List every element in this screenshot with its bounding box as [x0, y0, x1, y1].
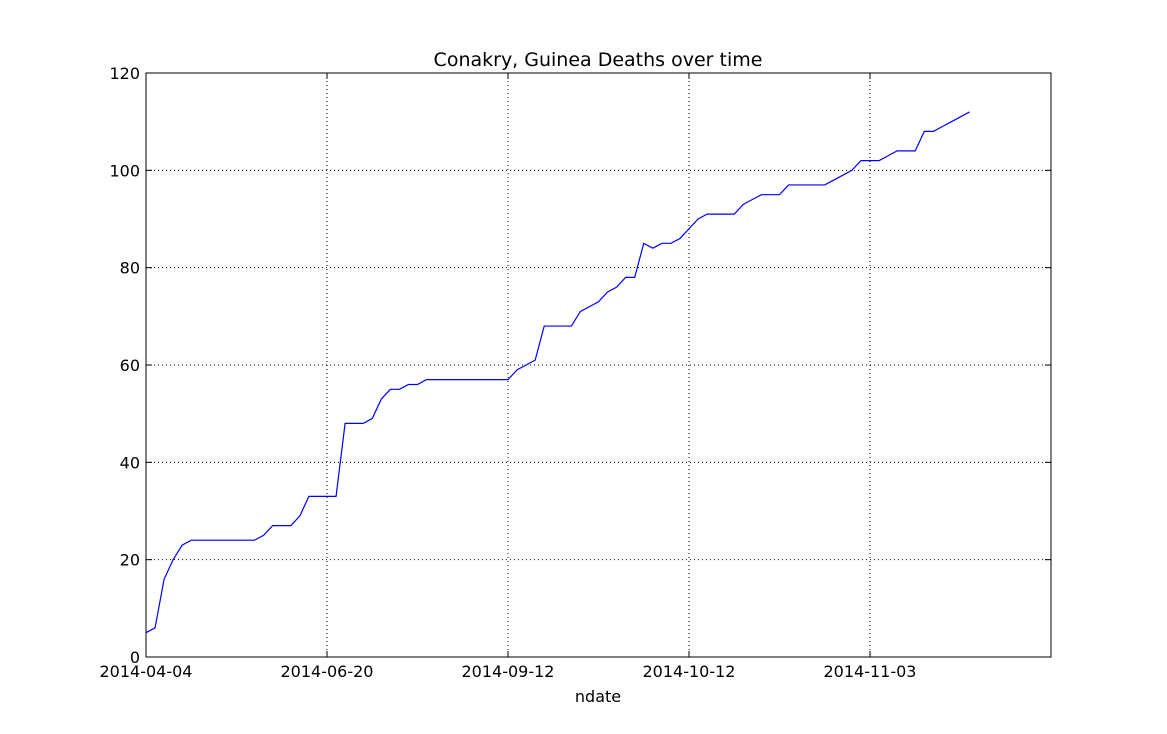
- y-tick-label: 0: [130, 648, 140, 667]
- x-tick-label: 2014-10-12: [643, 662, 736, 681]
- series-line: [145, 111, 970, 634]
- y-tick-label: 100: [109, 161, 140, 180]
- y-tick-label: 40: [120, 453, 140, 472]
- y-tick-label: 60: [120, 356, 140, 375]
- x-tick-label: 2014-09-12: [462, 662, 555, 681]
- y-tick-label: 20: [120, 551, 140, 570]
- y-tick-label: 80: [120, 259, 140, 278]
- x-axis-label: ndate: [575, 687, 621, 706]
- x-tick-label: 2014-04-04: [100, 662, 193, 681]
- y-tick-label: 120: [109, 64, 140, 83]
- x-tick-label: 2014-11-03: [824, 662, 917, 681]
- chart-title: Conakry, Guinea Deaths over time: [434, 49, 763, 71]
- x-tick-label: 2014-06-20: [281, 662, 374, 681]
